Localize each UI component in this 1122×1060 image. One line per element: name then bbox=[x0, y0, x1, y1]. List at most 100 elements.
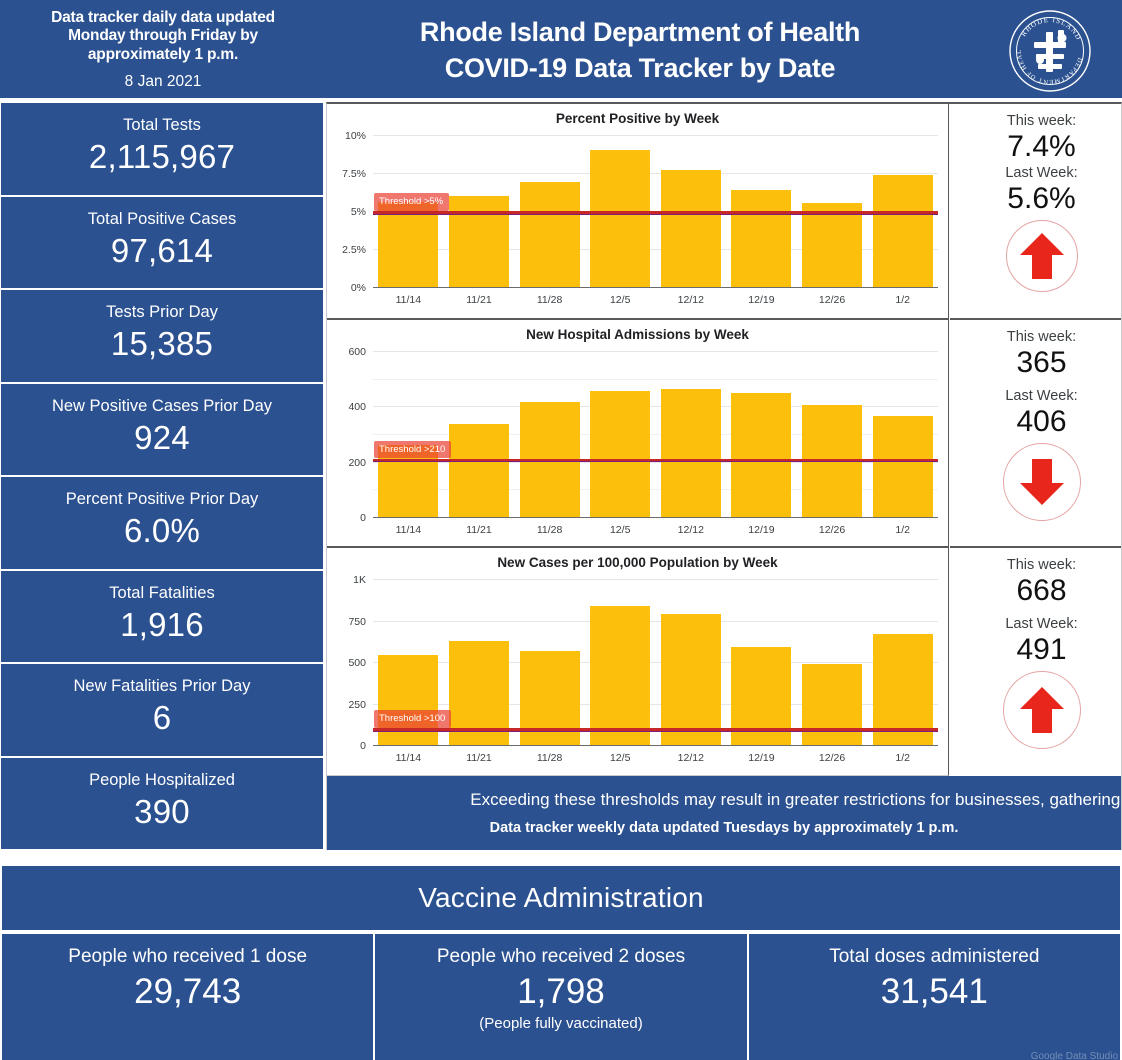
y-axis-tick-label: 600 bbox=[348, 346, 366, 358]
stat-label: New Fatalities Prior Day bbox=[73, 677, 251, 696]
chart-title: New Cases per 100,000 Population by Week bbox=[497, 555, 778, 570]
x-axis-tick-label: 11/28 bbox=[536, 752, 563, 764]
trend-indicator bbox=[1002, 443, 1081, 522]
page-title-line-1: Rhode Island Department of Health bbox=[419, 16, 861, 47]
x-axis-tick-label: 1/2 bbox=[895, 524, 910, 536]
page-title: Rhode Island Department of Health COVID-… bbox=[330, 0, 950, 100]
x-axis-tick-label: 11/21 bbox=[466, 294, 492, 306]
stat-label: Total Tests bbox=[123, 116, 201, 135]
weekly-summary-column: This week: 7.4% Last Week: 5.6% This wee… bbox=[950, 104, 1121, 776]
threshold-badge: Threshold >210 bbox=[374, 440, 452, 459]
stat-card-percent-positive-prior-day: Percent Positive Prior Day 6.0% bbox=[0, 476, 324, 570]
y-axis-tick-label: 200 bbox=[348, 456, 366, 469]
chart-bar[interactable] bbox=[448, 423, 509, 517]
x-axis-tick-label: 11/14 bbox=[395, 294, 422, 306]
x-axis-tick-label: 1/2 bbox=[895, 294, 910, 306]
y-axis-tick-label: 400 bbox=[348, 401, 366, 414]
gridline bbox=[373, 579, 938, 580]
x-axis-tick-label: 12/12 bbox=[677, 524, 704, 536]
x-axis-tick-label: 12/26 bbox=[818, 752, 846, 764]
stat-label: New Positive Cases Prior Day bbox=[51, 396, 273, 415]
y-axis-tick-label: 750 bbox=[348, 615, 366, 628]
gridline bbox=[373, 287, 938, 288]
x-axis-tick-label: 12/5 bbox=[609, 752, 631, 764]
stat-card-people-hospitalized: People Hospitalized 390 bbox=[0, 756, 324, 850]
x-axis-tick-label: 12/26 bbox=[818, 524, 846, 536]
chart-title: New Hospital Admissions by Week bbox=[526, 327, 749, 342]
stat-card-new-fatalities-prior-day: New Fatalities Prior Day 6 bbox=[0, 663, 324, 757]
chart-title: Percent Positive by Week bbox=[555, 111, 720, 126]
x-axis-tick-label: 12/12 bbox=[677, 752, 704, 764]
last-week-value: 5.6% bbox=[1007, 181, 1076, 215]
chart-bar[interactable] bbox=[731, 393, 792, 517]
chart-bar[interactable] bbox=[802, 663, 863, 745]
vaccine-card-total-doses: Total doses administered 31,541 bbox=[748, 934, 1120, 1060]
chart-bar[interactable] bbox=[660, 613, 721, 745]
last-week-value: 406 bbox=[1016, 404, 1067, 438]
gridline bbox=[373, 173, 938, 174]
chart-bar[interactable] bbox=[660, 169, 721, 287]
chart-bar[interactable] bbox=[590, 150, 651, 287]
stat-label: People Hospitalized bbox=[89, 770, 235, 789]
vaccine-cards-row: People who received 1 dose 29,743 People… bbox=[2, 934, 1120, 1060]
x-axis-tick-label: 11/21 bbox=[466, 524, 492, 536]
gridline-minor bbox=[373, 489, 938, 491]
page-header: Data tracker daily data updated Monday t… bbox=[0, 0, 1122, 100]
chart-bar[interactable] bbox=[872, 634, 933, 745]
y-axis-tick-label: 5% bbox=[350, 206, 366, 218]
disclaimer-line-1: Exceeding these thresholds may result in… bbox=[470, 790, 1121, 809]
trend-indicator bbox=[1005, 220, 1078, 293]
x-axis-tick-label: 12/12 bbox=[677, 294, 704, 306]
vaccine-card-label: Total doses administered bbox=[829, 946, 1040, 967]
gridline bbox=[373, 703, 938, 705]
chart-bar[interactable] bbox=[660, 389, 721, 517]
vaccine-card-subtext: (People fully vaccinated) bbox=[479, 1014, 643, 1032]
stat-value: 924 bbox=[134, 418, 190, 456]
threshold-line bbox=[373, 728, 938, 731]
report-date: 8 Jan 2021 bbox=[124, 72, 202, 90]
gridline bbox=[373, 620, 938, 622]
chart-bar[interactable] bbox=[378, 654, 439, 745]
last-week-value: 491 bbox=[1016, 632, 1067, 666]
chart-plot-area: 0 200 400 600 11/14 11/21 11/28 12/5 12/12 12/19 1… bbox=[348, 346, 938, 536]
x-axis-line bbox=[373, 516, 938, 518]
chart-bar[interactable] bbox=[731, 189, 792, 287]
stat-value: 390 bbox=[134, 792, 190, 830]
y-axis-tick-label: 0 bbox=[360, 512, 366, 524]
gridline bbox=[373, 406, 938, 408]
x-axis-tick-label: 11/28 bbox=[536, 294, 563, 306]
arrow-up-icon bbox=[1019, 687, 1064, 734]
summary-card-hospital-admissions: This week: 365 Last Week: 406 bbox=[950, 320, 1121, 548]
x-axis-tick-label: 1/2 bbox=[895, 752, 910, 764]
chart-bar[interactable] bbox=[590, 391, 651, 517]
this-week-label: This week: bbox=[1006, 329, 1077, 345]
chart-bar[interactable] bbox=[802, 203, 863, 287]
x-axis-tick-label: 12/26 bbox=[818, 294, 846, 306]
vaccine-card-label: People who received 2 doses bbox=[436, 946, 686, 967]
x-axis-tick-label: 12/19 bbox=[748, 752, 775, 764]
y-axis-tick-label: 0% bbox=[350, 282, 366, 294]
chart-bar[interactable] bbox=[448, 641, 509, 745]
vaccine-section-header: Vaccine Administration bbox=[2, 866, 1120, 932]
chart-bar[interactable] bbox=[519, 182, 580, 287]
vaccine-card-value: 1,798 bbox=[517, 971, 605, 1011]
chart-percent-positive-by-week: Percent Positive by Week 0% 2.5% 5% 7.5% 10%… bbox=[327, 104, 949, 320]
summary-card-cases-per-100k: This week: 668 Last Week: 491 bbox=[950, 548, 1121, 776]
threshold-badge: Threshold >5% bbox=[374, 193, 450, 211]
chart-bar[interactable] bbox=[448, 195, 509, 287]
stat-card-total-fatalities: Total Fatalities 1,916 bbox=[0, 569, 324, 663]
x-axis-tick-label: 12/19 bbox=[748, 524, 775, 536]
chart-bar[interactable] bbox=[590, 605, 651, 745]
chart-bar[interactable] bbox=[872, 416, 933, 517]
daily-update-note: Data tracker daily data updated Monday t… bbox=[2, 2, 324, 98]
threshold-line bbox=[373, 458, 938, 462]
chart-bar[interactable] bbox=[378, 201, 439, 287]
chart-bar[interactable] bbox=[872, 174, 933, 287]
stat-label: Total Fatalities bbox=[109, 583, 215, 602]
stat-value: 6 bbox=[152, 699, 172, 737]
x-axis-tick-label: 11/28 bbox=[536, 524, 563, 536]
this-week-label: This week: bbox=[1006, 557, 1077, 573]
stat-label: Tests Prior Day bbox=[106, 303, 218, 322]
disclaimer-line-2: Data tracker weekly data updated Tuesday… bbox=[489, 820, 959, 836]
note-line-2: Monday through Friday by bbox=[68, 27, 258, 45]
